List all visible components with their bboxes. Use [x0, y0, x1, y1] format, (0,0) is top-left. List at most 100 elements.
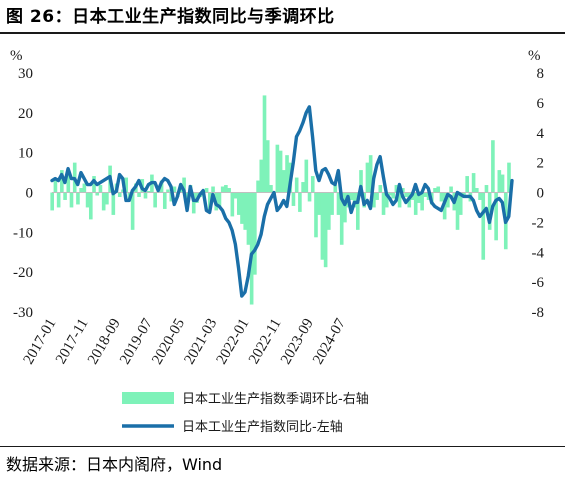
- area-bar: [420, 192, 424, 211]
- left-axis: -30 -20 -10 0 10 20 30: [13, 66, 33, 321]
- area-bar: [217, 192, 222, 208]
- area-bar: [282, 170, 286, 193]
- area-bar: [56, 192, 61, 208]
- area-bar: [224, 185, 228, 193]
- area-bar: [471, 173, 476, 193]
- area-bar: [236, 192, 241, 215]
- area-bar: [76, 192, 80, 205]
- area-bar: [92, 176, 96, 193]
- area-bar: [98, 185, 103, 193]
- area-bar: [478, 192, 482, 200]
- area-bar: [269, 185, 273, 193]
- area-bar: [182, 177, 186, 193]
- area-bar: [111, 192, 116, 215]
- area-bar: [307, 192, 312, 202]
- area-bar: [465, 176, 469, 193]
- left-tick-label: -20: [13, 265, 33, 281]
- right-tick-label: 2: [537, 156, 545, 172]
- area-bar: [404, 192, 408, 197]
- area-bar: [455, 192, 460, 230]
- right-tick-label: 6: [537, 96, 545, 112]
- area-bar: [327, 192, 331, 230]
- area-bar: [343, 192, 347, 223]
- area-bar: [365, 162, 370, 193]
- area-bar: [484, 185, 489, 193]
- area-bar: [227, 188, 231, 193]
- right-tick-label: -6: [532, 275, 545, 291]
- area-bar: [278, 150, 283, 193]
- area-bar: [352, 192, 357, 208]
- area-bar: [381, 192, 386, 215]
- left-tick-label: -30: [13, 305, 33, 321]
- area-bar: [130, 192, 135, 230]
- area-bar: [294, 177, 299, 193]
- right-axis: -8 -6 -4 -2 0 2 4 6 8: [532, 66, 545, 321]
- area-bar: [95, 192, 100, 196]
- x-axis: 2017-012017-112018-092019-072020-052021-…: [21, 316, 350, 368]
- area-bar: [320, 192, 325, 260]
- legend-label-area: 日本工业生产指数季调环比-右轴: [182, 392, 369, 407]
- area-bar: [355, 192, 360, 230]
- area-bar: [265, 140, 270, 193]
- area-bar: [304, 159, 309, 193]
- left-tick-label: 10: [18, 146, 33, 162]
- area-bar: [137, 192, 141, 197]
- area-bar: [82, 183, 87, 193]
- left-tick-label: -10: [13, 225, 33, 241]
- area-bar: [388, 192, 392, 196]
- area-bar: [256, 180, 260, 193]
- area-bar: [253, 192, 257, 275]
- area-bar: [50, 192, 55, 211]
- area-bar: [101, 192, 106, 211]
- area-bar: [423, 192, 428, 197]
- area-bar: [317, 192, 321, 215]
- area-bar: [259, 159, 264, 193]
- area-bar: [220, 186, 225, 193]
- area-bar: [66, 174, 71, 193]
- area-bar: [310, 176, 315, 193]
- area-bar: [384, 192, 389, 208]
- right-tick-label: -8: [532, 305, 545, 321]
- area-bar: [88, 192, 93, 220]
- area-bar: [339, 192, 344, 245]
- area-bar: [436, 186, 441, 193]
- area-bar: [323, 192, 328, 268]
- area-bar: [462, 192, 466, 196]
- area-bar: [85, 192, 90, 208]
- area-bar: [333, 185, 338, 193]
- area-bar: [314, 192, 318, 238]
- line-series-layer: [50, 105, 514, 298]
- area-bar: [105, 192, 109, 205]
- area-bar: [372, 192, 376, 208]
- yoy-line: [50, 105, 514, 298]
- area-bar: [491, 140, 495, 193]
- area-bar: [413, 192, 418, 215]
- area-bar: [330, 192, 334, 215]
- area-bar: [449, 186, 453, 193]
- area-bar: [191, 192, 196, 214]
- legend-swatch-area: [122, 392, 174, 404]
- area-bar: [166, 189, 170, 193]
- area-bar: [204, 188, 209, 193]
- area-bar: [53, 180, 58, 193]
- area-bar: [298, 192, 302, 212]
- area-bar: [301, 182, 305, 193]
- area-bar: [458, 192, 463, 215]
- area-bar: [391, 192, 395, 199]
- area-bar: [359, 170, 363, 193]
- right-tick-label: 4: [537, 126, 545, 142]
- area-bar: [494, 192, 498, 241]
- right-tick-label: -4: [532, 245, 545, 261]
- area-bar: [507, 162, 511, 193]
- area-bar: [397, 192, 402, 208]
- x-tick-label: 2024-07: [310, 316, 349, 368]
- area-bar: [500, 174, 505, 193]
- area-bar: [481, 192, 486, 260]
- legend-label-line: 日本工业生产指数同比-左轴: [182, 420, 343, 435]
- area-bar: [446, 192, 450, 208]
- area-bar: [378, 185, 383, 193]
- area-bar: [233, 192, 238, 199]
- area-bar: [497, 170, 502, 193]
- area-bar: [417, 192, 421, 203]
- area-bar: [433, 188, 437, 193]
